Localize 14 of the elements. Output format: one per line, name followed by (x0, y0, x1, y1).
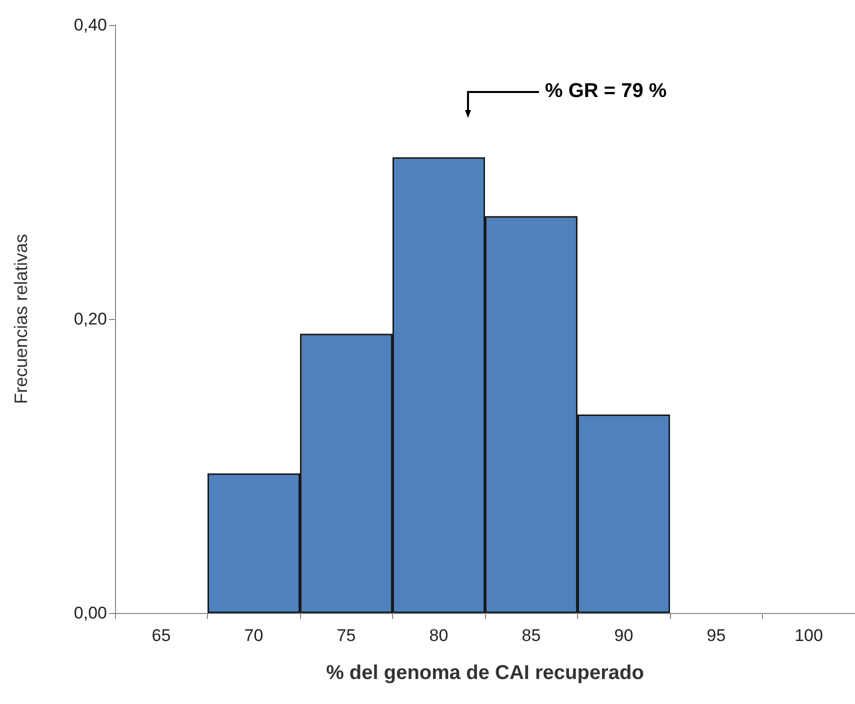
x-tick-label: 80 (429, 626, 448, 645)
annotation: % GR = 79 % (545, 80, 667, 103)
x-tick-label: 85 (522, 626, 541, 645)
x-axis-title: % del genoma de CAI recuperado (326, 662, 644, 684)
y-tick-label: 0,00 (74, 604, 107, 622)
y-axis-title: Frecuencias relativas (11, 234, 31, 404)
x-tick-label: 90 (614, 626, 634, 645)
x-tick-label: 65 (152, 626, 171, 645)
x-tick-label: 100 (794, 626, 823, 645)
y-tick-label: 0,20 (74, 310, 107, 328)
y-tick-label: 0,40 (74, 16, 107, 34)
x-tick-label: 75 (336, 626, 356, 645)
x-tick-label: 70 (244, 626, 264, 645)
x-tick-label: 95 (706, 626, 726, 645)
